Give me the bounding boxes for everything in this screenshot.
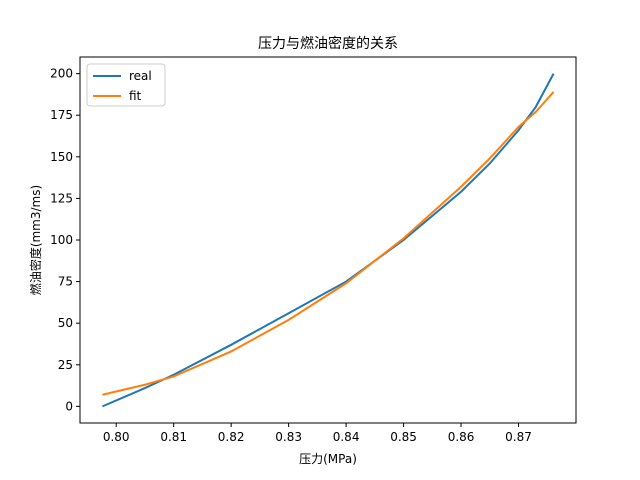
x-tick-label: 0.82 [218, 430, 245, 444]
chart-title: 压力与燃油密度的关系 [258, 35, 398, 52]
y-tick-label: 75 [58, 275, 73, 289]
legend-label: real [129, 69, 152, 83]
axes-frame [79, 56, 577, 424]
y-axis-label: 燃油密度(mm3/ms) [28, 185, 43, 295]
x-tick-label: 0.80 [103, 430, 130, 444]
y-tick-label: 150 [50, 150, 73, 164]
legend-box [86, 63, 166, 107]
legend-label: fit [129, 89, 142, 103]
y-tick-label: 25 [58, 358, 73, 372]
x-tick-label: 0.83 [275, 430, 302, 444]
x-axis-label: 压力(MPa) [299, 452, 357, 466]
y-tick-label: 0 [65, 399, 73, 413]
y-tick-label: 175 [50, 108, 73, 122]
y-tick-label: 125 [50, 191, 73, 205]
x-tick-label: 0.87 [505, 430, 532, 444]
y-tick-label: 100 [50, 233, 73, 247]
y-tick-label: 200 [50, 67, 73, 81]
x-tick-label: 0.84 [333, 430, 360, 444]
x-tick-label: 0.86 [448, 430, 475, 444]
y-tick-label: 50 [58, 316, 73, 330]
x-tick-label: 0.81 [160, 430, 187, 444]
data-line [102, 91, 555, 396]
x-tick-label: 0.85 [390, 430, 417, 444]
